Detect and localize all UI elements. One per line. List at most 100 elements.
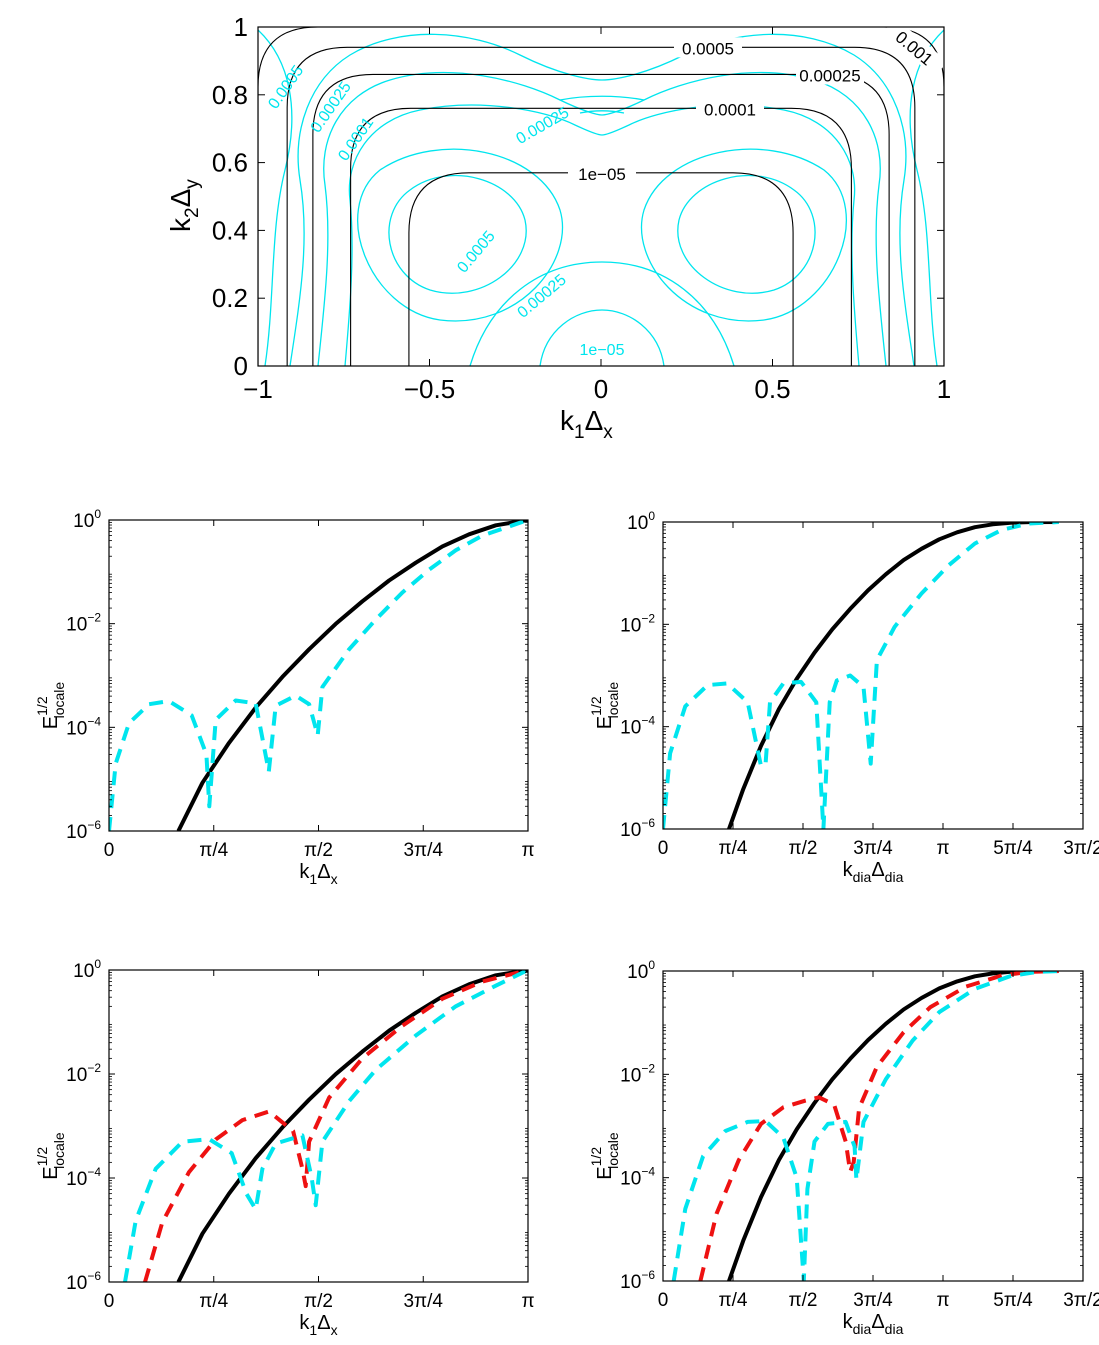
solid-series-line — [176, 520, 528, 831]
x-tick-label: 0 — [658, 838, 669, 859]
x-axis-label: k1Δx — [560, 405, 613, 443]
contour-label: 0.00025 — [799, 66, 860, 85]
y-tick-label: 100 — [627, 958, 655, 983]
solid-series-line — [727, 971, 1059, 1281]
y-tick-label: 10−2 — [66, 611, 101, 636]
x-tick-label: 5π/4 — [993, 1290, 1033, 1311]
y-tick-label: 10−2 — [620, 611, 655, 636]
solid-series-line — [176, 970, 528, 1282]
x-tick-label: π/4 — [719, 1290, 748, 1311]
line-panel: 0 π/4 π/2 3π/4 π 5π/4 3π/2 10−6 10−4 10−2 100 kdiaΔ… — [588, 958, 1099, 1337]
x-tick-label: π — [936, 1290, 949, 1311]
x-tick-label: π — [521, 1291, 534, 1312]
cyan-contour-line — [909, 29, 944, 366]
x-tick-label: 3π/4 — [853, 1290, 893, 1311]
cyan-contour-line — [357, 148, 564, 322]
dashed-series-line — [143, 970, 528, 1282]
cyan-contour-label: 0.0005 — [454, 228, 499, 276]
y-tick-label: 10−4 — [620, 1165, 655, 1190]
y-axis-label: E1/2locale — [34, 682, 67, 730]
x-tick-label: 3π/4 — [853, 838, 893, 859]
x-tick-label: π/2 — [789, 1290, 818, 1311]
line-panel: 0 π/4 π/2 3π/4 π 10−6 10−4 10−2 100 k1Δx E1/2local… — [34, 957, 535, 1338]
y-axis-label: E1/2locale — [588, 682, 621, 730]
axis-ticks: −1 −0.5 0 0.5 1 0 0.2 0.4 0.6 0.8 1 — [212, 12, 951, 404]
plot-frame — [108, 519, 529, 832]
y-tick-label: 0.8 — [212, 80, 248, 110]
line-panel: 0 π/4 π/2 3π/4 π 10−6 10−4 10−2 100 k1Δx E1/2local… — [34, 507, 535, 887]
y-tick-label: 0.6 — [212, 148, 248, 178]
y-tick-label: 0.2 — [212, 283, 248, 313]
cyan-contours — [258, 29, 944, 366]
x-tick-label: π/4 — [199, 1291, 228, 1312]
y-tick-label: 100 — [73, 957, 101, 982]
x-tick-label: π — [936, 838, 949, 859]
dashed-series-line — [698, 971, 1059, 1281]
plot-frame — [108, 969, 529, 1283]
line-panel: 0 π/4 π/2 3π/4 π 5π/4 3π/2 10−6 10−4 10−2 100 kdiaΔ… — [588, 509, 1099, 885]
contour-label-bg — [882, 17, 948, 77]
contour-label-bg — [568, 162, 636, 183]
y-tick-label: 10−6 — [620, 1268, 655, 1293]
x-tick-label: 3π/2 — [1063, 1290, 1099, 1311]
y-tick-label: 10−6 — [66, 1269, 101, 1294]
cyan-contour-label: 0.00025 — [513, 104, 572, 148]
x-tick-label: 3π/4 — [403, 1291, 443, 1312]
x-tick-label: 3π/2 — [1063, 838, 1099, 859]
dashed-series-line — [671, 971, 1059, 1281]
cyan-contour-line — [258, 29, 293, 366]
x-axis-label: k1Δx — [299, 861, 337, 887]
solid-series-line — [727, 522, 1059, 829]
cyan-contour-label: 0.00025 — [308, 79, 355, 136]
cyan-contour-line — [469, 261, 735, 366]
y-tick-label: 1 — [234, 12, 248, 42]
contour-label-bg — [696, 98, 764, 119]
x-tick-label: 5π/4 — [993, 838, 1033, 859]
x-tick-label: −1 — [243, 374, 273, 404]
x-tick-label: π/2 — [304, 1291, 333, 1312]
cyan-contour-line — [579, 110, 625, 114]
cyan-contour-line — [559, 95, 645, 101]
series-group — [663, 522, 1059, 829]
plot-frame — [662, 521, 1084, 830]
cyan-contour-line — [539, 309, 665, 366]
cyan-contour-line — [289, 33, 915, 366]
contour-label-bg — [674, 37, 742, 58]
cyan-contour-label: 0.0005 — [265, 62, 307, 112]
x-tick-label: π/4 — [719, 838, 748, 859]
dashed-series-line — [109, 520, 528, 831]
line-panels: 0 π/4 π/2 3π/4 π 10−6 10−4 10−2 100 k1Δx E1/2local… — [34, 507, 1099, 1338]
x-tick-label: π/4 — [199, 840, 228, 861]
cyan-contour-line — [640, 148, 847, 322]
x-tick-label: −0.5 — [404, 374, 455, 404]
y-tick-label: 0 — [234, 351, 248, 381]
series-group — [671, 971, 1059, 1281]
y-tick-label: 10−4 — [66, 1165, 101, 1190]
y-axis-label: k2Δy — [165, 179, 203, 232]
y-tick-label: 10−6 — [620, 816, 655, 841]
black-contour-line — [286, 46, 916, 366]
y-tick-label: 10−4 — [620, 714, 655, 739]
black-contour-line — [350, 107, 852, 366]
x-axis-label: k1Δx — [299, 1312, 337, 1338]
cyan-contour-line — [677, 174, 816, 294]
x-tick-label: 0 — [104, 1291, 115, 1312]
cyan-contour-line — [388, 174, 527, 294]
x-tick-label: 3π/4 — [403, 840, 443, 861]
x-tick-label: 1 — [937, 374, 951, 404]
x-tick-label: π — [521, 840, 534, 861]
x-tick-label: 0.5 — [754, 374, 790, 404]
y-tick-label: 0.4 — [212, 215, 248, 245]
x-tick-label: 0 — [658, 1290, 669, 1311]
cyan-contour-label: 1e−05 — [580, 342, 625, 359]
series-group — [123, 970, 528, 1282]
cyan-contour-line — [317, 71, 887, 366]
dashed-series-line — [123, 970, 528, 1282]
x-tick-label: 0 — [104, 840, 115, 861]
series-group — [109, 520, 528, 831]
contour-label: 0.0001 — [704, 100, 756, 119]
cyan-contour-line — [344, 104, 860, 366]
cyan-contour-label: 0.00025 — [514, 271, 569, 321]
